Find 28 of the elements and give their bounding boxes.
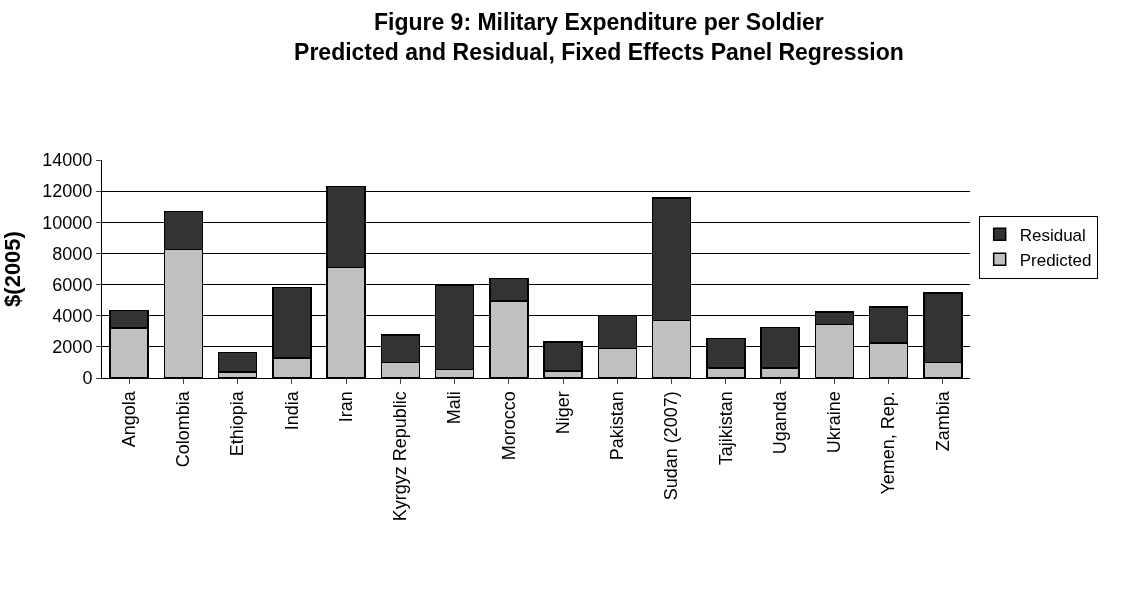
x-tick-label: Zambia [932,390,953,452]
y-tick-label: 12000 [42,181,93,202]
x-tick-label: India [281,390,302,431]
x-tick-label: Ukraine [824,391,845,454]
x-tick-label: Ethiopia [227,390,248,457]
x-tick-label: Mali [444,391,465,425]
y-tick-label: 6000 [52,274,93,295]
x-tick-label: Iran [335,391,356,423]
y-tick-label: 2000 [52,337,93,358]
x-tick-label: Angola [118,390,139,448]
legend-label: Predicted [1019,250,1092,270]
x-tick-label: Tajikistan [715,391,736,466]
y-tick-label: 14000 [42,150,93,171]
x-tick-label: Niger [552,391,573,435]
x-tick-label: Kyrgyz Republic [390,391,411,522]
x-tick-label: Sudan (2007) [661,391,682,501]
x-tick-label: Uganda [769,390,790,455]
x-tick-label: Colombia [173,390,194,468]
x-tick-label: Yemen, Rep. [878,391,899,495]
x-tick-label: Pakistan [607,391,628,461]
y-tick-label: 4000 [52,306,93,327]
y-tick-label: 10000 [42,212,93,233]
x-tick-label: Morocco [498,391,519,461]
chart-title: Figure 9: Military Expenditure per Soldier Predicted and Residual, Fixed Effects Panel Regression [294,8,904,65]
y-tick-label: 0 [82,368,93,389]
y-axis-title: $(2005) [0,231,26,307]
legend-label: Residual [1019,225,1086,245]
y-tick-label: 8000 [52,243,93,264]
